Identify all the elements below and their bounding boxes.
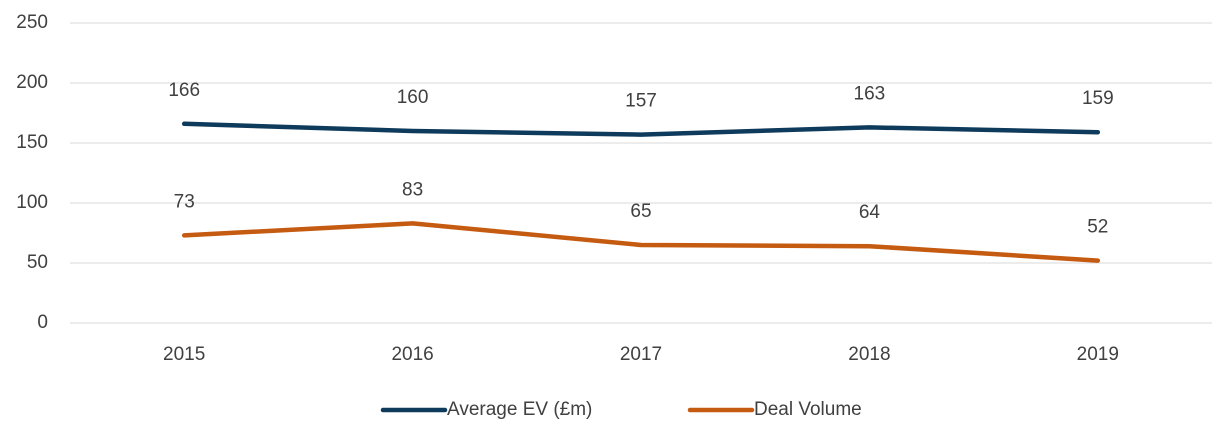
y-tick-label: 50 xyxy=(27,252,48,273)
data-label: 163 xyxy=(854,83,886,104)
y-tick-label: 200 xyxy=(16,72,48,93)
y-tick-label: 150 xyxy=(16,132,48,153)
x-tick-label: 2015 xyxy=(163,344,205,365)
x-tick-label: 2018 xyxy=(848,344,890,365)
y-tick-label: 100 xyxy=(16,192,48,213)
data-label: 157 xyxy=(625,91,657,112)
y-tick-label: 0 xyxy=(37,312,48,333)
x-tick-label: 2017 xyxy=(620,344,662,365)
data-label: 160 xyxy=(397,87,429,108)
data-label: 52 xyxy=(1087,217,1108,238)
series-line xyxy=(181,121,1101,137)
data-label: 65 xyxy=(630,201,651,222)
y-tick-label: 250 xyxy=(16,12,48,33)
data-label: 73 xyxy=(174,191,195,212)
data-label: 83 xyxy=(402,179,423,200)
legend-label: Average EV (£m) xyxy=(447,399,592,420)
x-tick-label: 2016 xyxy=(391,344,433,365)
legend-label: Deal Volume xyxy=(754,399,862,420)
data-label: 166 xyxy=(168,80,200,101)
data-label: 159 xyxy=(1082,88,1114,109)
x-tick-label: 2019 xyxy=(1077,344,1119,365)
data-label: 64 xyxy=(859,202,881,223)
series-line xyxy=(181,221,1101,263)
